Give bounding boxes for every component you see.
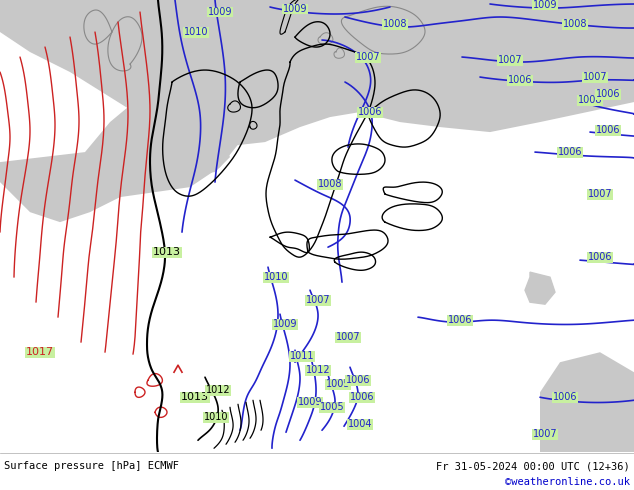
Text: Surface pressure [hPa] ECMWF: Surface pressure [hPa] ECMWF xyxy=(4,461,179,471)
Polygon shape xyxy=(210,112,240,132)
Text: 1010: 1010 xyxy=(264,272,288,282)
Polygon shape xyxy=(370,17,500,87)
Text: 1007: 1007 xyxy=(306,295,330,305)
Text: 1006: 1006 xyxy=(448,315,472,325)
Text: 1009: 1009 xyxy=(273,319,297,329)
Text: 1008: 1008 xyxy=(578,95,602,105)
Text: 1007: 1007 xyxy=(356,52,380,62)
Text: 1012: 1012 xyxy=(205,385,230,395)
Polygon shape xyxy=(525,272,555,304)
Text: 1005: 1005 xyxy=(320,402,344,412)
Text: 1007: 1007 xyxy=(533,429,557,439)
Text: 1006: 1006 xyxy=(558,147,582,157)
Text: 1008: 1008 xyxy=(318,179,342,189)
Text: 1009: 1009 xyxy=(298,397,322,407)
Text: 1017: 1017 xyxy=(26,347,54,357)
Text: 1006: 1006 xyxy=(508,75,533,85)
Text: 1009: 1009 xyxy=(533,0,557,10)
Text: 1012: 1012 xyxy=(306,365,330,375)
Text: 1011: 1011 xyxy=(290,351,314,361)
Text: 1013: 1013 xyxy=(181,392,209,402)
Polygon shape xyxy=(165,117,230,174)
Polygon shape xyxy=(540,352,634,452)
Text: 1008: 1008 xyxy=(383,19,407,29)
Text: 1006: 1006 xyxy=(596,125,620,135)
Text: 1009: 1009 xyxy=(283,4,307,14)
Text: Fr 31-05-2024 00:00 UTC (12+36): Fr 31-05-2024 00:00 UTC (12+36) xyxy=(436,461,630,471)
Text: 1008: 1008 xyxy=(563,19,587,29)
Text: 1007: 1007 xyxy=(588,189,612,199)
Polygon shape xyxy=(510,0,634,62)
Text: 1006: 1006 xyxy=(358,107,382,117)
Text: ©weatheronline.co.uk: ©weatheronline.co.uk xyxy=(505,477,630,487)
Text: 1006: 1006 xyxy=(350,392,374,402)
Text: 1006: 1006 xyxy=(588,252,612,262)
Polygon shape xyxy=(0,0,634,147)
Text: 1005: 1005 xyxy=(326,379,351,389)
Text: 1004: 1004 xyxy=(348,419,372,429)
Text: 1013: 1013 xyxy=(153,247,181,257)
Text: 1010: 1010 xyxy=(184,27,208,37)
Text: 1006: 1006 xyxy=(346,375,370,385)
Polygon shape xyxy=(0,0,240,222)
Text: 1007: 1007 xyxy=(498,55,522,65)
Text: 1009: 1009 xyxy=(208,7,232,17)
Text: 1006: 1006 xyxy=(596,89,620,99)
Text: 1007: 1007 xyxy=(335,332,360,342)
Text: 1006: 1006 xyxy=(553,392,577,402)
Text: 1007: 1007 xyxy=(583,72,607,82)
Text: 1010: 1010 xyxy=(204,412,228,422)
